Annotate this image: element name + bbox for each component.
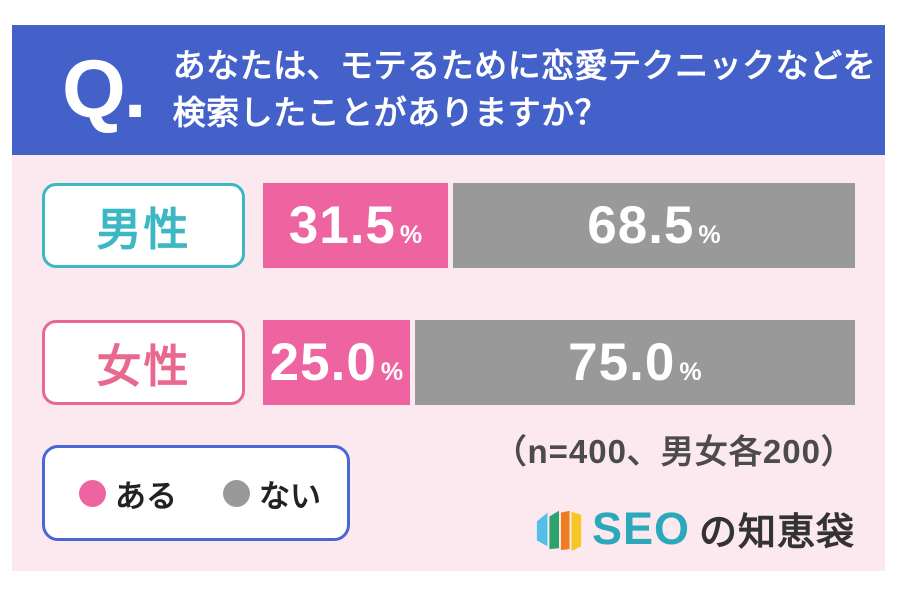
bar-male-no: 68.5 % <box>452 183 855 268</box>
legend-swatch-nai-icon <box>223 479 250 507</box>
logo-text-seo: SEO <box>591 502 690 554</box>
category-label-female: 女性 <box>42 320 245 405</box>
bar-male-yes-value: 31.5 % <box>288 196 423 255</box>
bar-female-no-value: 75.0 % <box>568 333 702 392</box>
bars-male: 31.5 % 68.5 % <box>263 183 855 268</box>
sample-size-note: （n=400、男女各200） <box>493 433 855 470</box>
logo-pages-icon <box>536 510 582 551</box>
bar-female-no: 75.0 % <box>414 320 855 405</box>
bar-male-yes: 31.5 % <box>263 183 448 268</box>
bar-male-no-value: 68.5 % <box>587 196 721 255</box>
legend: ある ない <box>42 445 350 541</box>
infographic-card: Q. あなたは、モテるために恋愛テクニックなどを 検索したことがありますか？ 男… <box>12 25 885 571</box>
bars-female: 25.0 % 75.0 % <box>263 320 855 405</box>
question-line-2: 検索したことがありますか？ <box>172 94 609 131</box>
legend-swatch-aru-icon <box>79 479 106 507</box>
seo-chiebukuro-logo: SEO の知恵袋 <box>535 501 855 556</box>
bar-row-male: 男性 31.5 % 68.5 % <box>12 183 885 268</box>
question-line-1: あなたは、モテるために恋愛テクニックなどを <box>172 47 877 85</box>
logo-text-suffix: の知恵袋 <box>698 512 855 554</box>
chart-body: 男性 31.5 % 68.5 % <box>12 155 885 571</box>
category-label-male: 男性 <box>42 183 245 268</box>
bar-female-yes: 25.0 % <box>263 320 410 405</box>
question-header: Q. あなたは、モテるために恋愛テクニックなどを 検索したことがありますか？ <box>12 25 885 155</box>
legend-label-nai: ない <box>259 478 321 514</box>
legend-item-nai: ない <box>223 471 321 516</box>
q-mark: Q. <box>62 44 147 135</box>
question-text: あなたは、モテるために恋愛テクニックなどを 検索したことがありますか？ <box>173 43 877 137</box>
category-label-male-text: 男性 <box>96 204 191 255</box>
bar-row-female: 女性 25.0 % 75.0 % <box>12 320 885 405</box>
legend-item-aru: ある <box>79 471 177 516</box>
legend-label-aru: ある <box>115 478 177 514</box>
bar-female-yes-value: 25.0 % <box>269 333 404 392</box>
category-label-female-text: 女性 <box>96 341 191 392</box>
